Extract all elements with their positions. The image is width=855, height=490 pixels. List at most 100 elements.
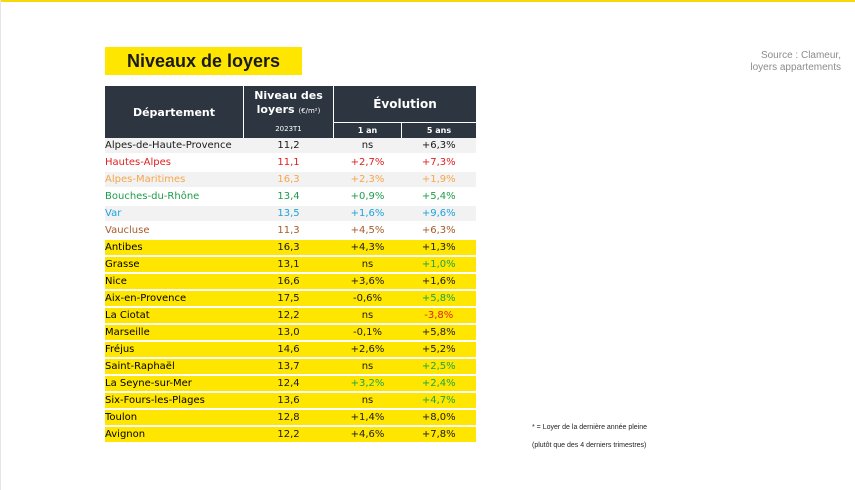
table-row: Var 13,5 +1,6% +9,6%	[105, 205, 476, 223]
table-row: Alpes-Maritimes 16,3 +2,3% +1,9%	[105, 171, 476, 189]
table-row: Grasse 13,1 ns +1,0%	[105, 256, 476, 274]
ville-name: Grasse	[105, 256, 244, 274]
table-row: Saint-Raphaël 13,7 ns +2,5%	[105, 358, 476, 376]
evolution-5-ans: +6,3%	[401, 222, 476, 240]
niveau-value: 12,8	[243, 409, 334, 427]
evolution-1-an: ns	[333, 358, 402, 376]
table-row: Nice 16,6 +3,6% +1,6%	[105, 273, 476, 291]
header-departement: Département	[105, 86, 244, 138]
ville-name: Marseille	[105, 324, 244, 342]
evolution-5-ans: +4,7%	[401, 392, 476, 410]
page-title: Niveaux de loyers	[105, 47, 302, 75]
header-niveau-unit: (€/m²)	[298, 106, 321, 115]
footnote-line-1: * = Loyer de la dernière année pleine	[532, 424, 648, 431]
evolution-5-ans: +1,3%	[401, 239, 476, 257]
evolution-5-ans: +1,9%	[401, 171, 476, 189]
ville-name: Nice	[105, 273, 244, 291]
evolution-1-an: ns	[333, 307, 402, 325]
ville-name: La Ciotat	[105, 307, 244, 325]
niveau-value: 13,5	[243, 205, 334, 223]
evolution-1-an: -0,6%	[333, 290, 402, 308]
source-line-2: loyers appartements	[750, 62, 841, 73]
niveau-value: 16,3	[243, 239, 334, 257]
niveau-value: 13,4	[243, 188, 334, 206]
evolution-1-an: +3,6%	[333, 273, 402, 291]
evolution-1-an: +2,7%	[333, 154, 402, 172]
evolution-5-ans: +5,2%	[401, 341, 476, 359]
ville-name: Saint-Raphaël	[105, 358, 244, 376]
header-niveau-period: 2023T1	[275, 124, 302, 133]
evolution-5-ans: +8,0%	[401, 409, 476, 427]
evolution-1-an: +1,4%	[333, 409, 402, 427]
ville-name: Antibes	[105, 239, 244, 257]
evolution-1-an: +4,5%	[333, 222, 402, 240]
departement-name: Alpes-Maritimes	[105, 171, 244, 189]
evolution-5-ans: +2,4%	[401, 375, 476, 393]
departement-name: Var	[105, 205, 244, 223]
source-note: Source : Clameur, loyers appartements	[750, 50, 841, 74]
evolution-5-ans: +7,3%	[401, 154, 476, 172]
evolution-1-an: ns	[333, 392, 402, 410]
evolution-1-an: ns	[333, 138, 402, 155]
source-line-1: Source : Clameur,	[760, 50, 841, 61]
table-row: Toulon 12,8 +1,4% +8,0%	[105, 409, 476, 427]
header-evolution: Évolution	[333, 86, 476, 123]
niveau-value: 11,1	[243, 154, 334, 172]
evolution-1-an: +3,2%	[333, 375, 402, 393]
ville-name: La Seyne-sur-Mer	[105, 375, 244, 393]
table-row: Alpes-de-Haute-Provence 11,2 ns +6,3%	[105, 138, 476, 155]
evolution-5-ans: +6,3%	[401, 138, 476, 155]
header-5-ans: 5 ans	[401, 122, 476, 138]
niveau-value: 13,7	[243, 358, 334, 376]
departement-name: Bouches-du-Rhône	[105, 188, 244, 206]
niveau-value: 16,6	[243, 273, 334, 291]
left-border-line	[0, 0, 1, 490]
ville-name: Six-Fours-les-Plages	[105, 392, 244, 410]
niveau-value: 17,5	[243, 290, 334, 308]
evolution-5-ans: +5,8%	[401, 324, 476, 342]
table-body: Alpes-de-Haute-Provence 11,2 ns +6,3% Hautes…	[105, 138, 476, 444]
evolution-5-ans: +1,0%	[401, 256, 476, 274]
table-row: Hautes-Alpes 11,1 +2,7% +7,3%	[105, 154, 476, 172]
table-row: Six-Fours-les-Plages 13,6 ns +4,7%	[105, 392, 476, 410]
evolution-1-an: ns	[333, 256, 402, 274]
evolution-1-an: +2,6%	[333, 341, 402, 359]
niveau-value: 16,3	[243, 171, 334, 189]
header-niveau-label: Niveau des loyers	[254, 88, 323, 116]
footnote-line-2: (plutôt que des 4 derniers trimestres)	[532, 442, 647, 449]
niveau-value: 11,2	[243, 138, 334, 155]
niveau-value: 12,2	[243, 307, 334, 325]
evolution-5-ans: +1,6%	[401, 273, 476, 291]
evolution-5-ans: +5,8%	[401, 290, 476, 308]
evolution-5-ans: -3,8%	[401, 307, 476, 325]
table-row: Antibes 16,3 +4,3% +1,3%	[105, 239, 476, 257]
evolution-1-an: +0,9%	[333, 188, 402, 206]
evolution-1-an: +2,3%	[333, 171, 402, 189]
table-row: Vaucluse 11,3 +4,5% +6,3%	[105, 222, 476, 240]
ville-name: Fréjus	[105, 341, 244, 359]
table-row: Marseille 13,0 -0,1% +5,8%	[105, 324, 476, 342]
departement-name: Alpes-de-Haute-Provence	[105, 138, 244, 155]
niveau-value: 12,4	[243, 375, 334, 393]
evolution-5-ans: +9,6%	[401, 205, 476, 223]
ville-name: Avignon	[105, 426, 244, 444]
departement-name: Vaucluse	[105, 222, 244, 240]
table-row: La Seyne-sur-Mer 12,4 +3,2% +2,4%	[105, 375, 476, 393]
table-row: Bouches-du-Rhône 13,4 +0,9% +5,4%	[105, 188, 476, 206]
table-row: La Ciotat 12,2 ns -3,8%	[105, 307, 476, 325]
niveau-value: 13,1	[243, 256, 334, 274]
rent-levels-table: Département Niveau des loyers (€/m²) 202…	[105, 86, 476, 444]
evolution-1-an: +4,3%	[333, 239, 402, 257]
evolution-1-an: +1,6%	[333, 205, 402, 223]
table-row: Fréjus 14,6 +2,6% +5,2%	[105, 341, 476, 359]
niveau-value: 13,0	[243, 324, 334, 342]
table-row: Aix-en-Provence 17,5 -0,6% +5,8%	[105, 290, 476, 308]
niveau-value: 11,3	[243, 222, 334, 240]
evolution-1-an: +4,6%	[333, 426, 402, 444]
table-row: Avignon 12,2 +4,6% +7,8%	[105, 426, 476, 444]
header-niveau: Niveau des loyers (€/m²) 2023T1	[243, 86, 334, 138]
niveau-value: 12,2	[243, 426, 334, 444]
evolution-5-ans: +2,5%	[401, 358, 476, 376]
evolution-1-an: -0,1%	[333, 324, 402, 342]
ville-name: Aix-en-Provence	[105, 290, 244, 308]
